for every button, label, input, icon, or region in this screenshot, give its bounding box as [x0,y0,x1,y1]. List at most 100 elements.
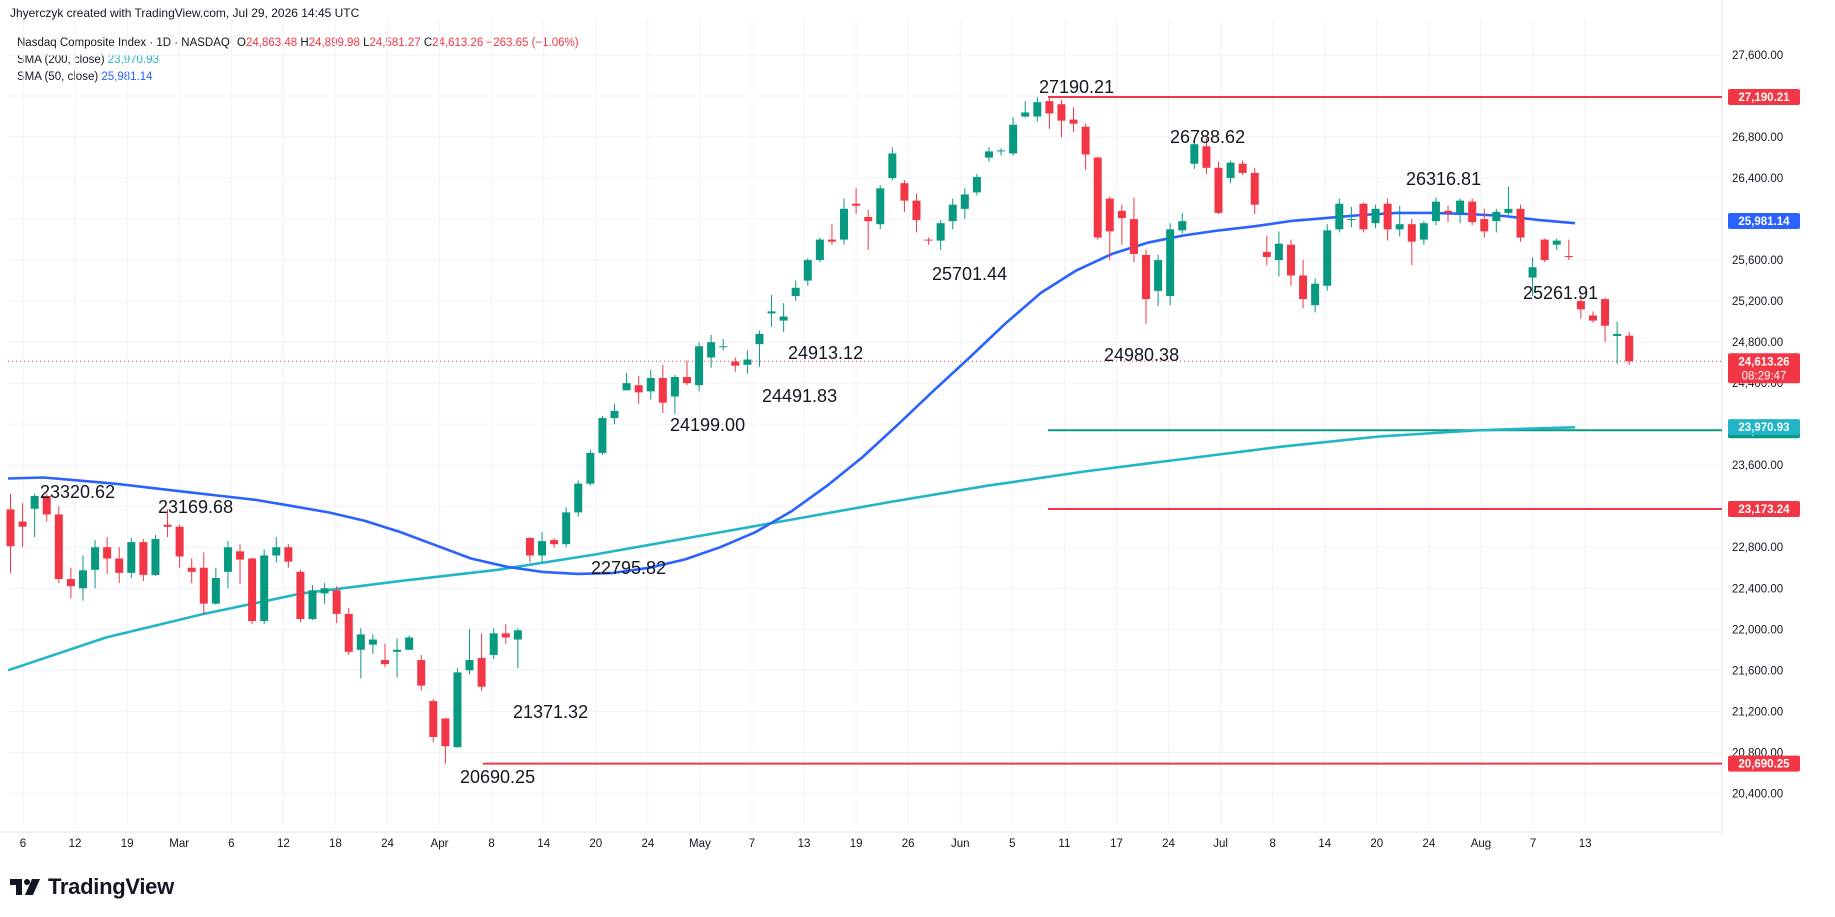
legend-h-label: H [300,37,309,49]
price-annotation: 25261.91 [1523,283,1598,303]
candle-body [103,547,112,559]
x-tick-label: Jul [1213,838,1228,850]
x-tick-label: 24 [641,838,654,850]
candle-body [1286,244,1295,276]
candle-body [852,203,861,206]
price-annotation: 24913.12 [788,343,863,363]
tradingview-brand[interactable]: TradingView [10,874,174,900]
candle-body [984,151,993,158]
candle-body [586,452,595,484]
legend-symbol-row[interactable]: Nasdaq Composite Index · 1D · NASDAQ O24… [17,35,579,52]
legend-sma50-label[interactable]: SMA (50, close) [17,71,99,83]
x-tick-label: 19 [850,838,863,850]
candle-body [755,333,764,345]
candle-body [550,540,559,545]
candle-body [1202,146,1211,168]
candle-body [501,633,510,638]
legend-o-label: O [237,37,246,49]
x-tick-label: 6 [228,838,234,850]
price-annotation: 23169.68 [158,497,233,517]
candle-body [803,260,812,281]
legend-sma200-row[interactable]: SMA (200, close) 23,970.93 [17,52,579,69]
candle-body [368,639,377,645]
price-annotation: 26316.81 [1406,169,1481,189]
candle-body [477,657,486,687]
chart-legend: Nasdaq Composite Index · 1D · NASDAQ O24… [17,35,579,86]
candle-body [840,208,849,240]
legend-change: −263.65 (−1.06%) [486,37,579,49]
y-tick-label: 27,600.00 [1732,50,1783,62]
y-tick-label: 24,800.00 [1732,337,1783,349]
x-tick-label: 14 [1318,838,1331,850]
candle-body [151,539,160,575]
candle-body [66,579,75,587]
candle-body [1105,198,1114,232]
candle-body [223,547,232,572]
candle-body [1492,211,1501,222]
candle-body [1371,208,1380,224]
x-tick-label: 13 [1579,838,1592,850]
x-tick-label: 24 [1162,838,1175,850]
candle-body [489,633,498,655]
candle-body [1117,210,1126,219]
candle-body [284,547,293,562]
candle-body [682,377,691,384]
level-price-badge-bg [1728,89,1800,106]
candle-body [827,239,836,242]
x-tick-label: Aug [1471,838,1491,850]
price-annotation: 23320.62 [40,482,115,502]
y-tick-label: 22,000.00 [1732,624,1783,636]
candle-body [598,418,607,453]
price-badge-bg [1728,353,1800,384]
x-tick-label: 11 [1058,838,1070,850]
x-tick-label: 8 [488,838,494,850]
legend-symbol[interactable]: Nasdaq Composite Index · 1D · NASDAQ [17,37,230,49]
chart-credit: Jhyerczyk created with TradingView.com, … [10,6,360,20]
price-badge-bg [1728,419,1800,436]
x-tick-label: 6 [20,838,26,850]
candle-body [1601,299,1610,326]
candle-body [658,378,667,403]
candle-body [308,590,317,620]
candle-body [1250,172,1259,205]
candle-body [1516,208,1525,238]
candle-body [139,542,148,575]
candle-body [997,150,1006,152]
price-badge-label: 25,981.14 [1738,216,1790,228]
price-annotation: 20690.25 [460,767,535,787]
price-annotation: 25701.44 [932,264,1007,284]
candle-body [562,512,571,545]
candle-body [272,547,281,556]
legend-l-label: L [363,37,370,49]
price-annotation: 21371.32 [513,702,588,722]
x-tick-label: 14 [537,838,550,850]
candle-body [1456,200,1465,213]
candle-body [1407,224,1416,242]
x-tick-label: 7 [1530,838,1536,850]
price-annotation: 26788.62 [1170,127,1245,147]
candle-body [1142,254,1151,300]
y-tick-label: 26,800.00 [1732,132,1783,144]
candle-body [1214,167,1223,213]
x-tick-label: 18 [329,838,342,850]
y-tick-label: 26,400.00 [1732,173,1783,185]
candle-body [1625,335,1634,362]
candle-body [211,578,220,604]
level-price-badge-bg [1728,755,1800,772]
tradingview-logo-icon [10,879,40,895]
legend-sma200-label[interactable]: SMA (200, close) [17,54,105,66]
candle-body [199,567,208,604]
level-price-badge-label: 20,690.25 [1738,759,1790,771]
price-badge-bg [1728,213,1800,230]
x-tick-label: May [689,838,711,850]
level-price-badge-label: 27,190.21 [1738,92,1790,104]
candle-body [356,634,365,650]
candle-body [1528,267,1537,278]
y-tick-label: 22,400.00 [1732,583,1783,595]
candle-body [707,342,716,358]
candle-body [1552,240,1561,245]
candle-body [538,541,547,556]
candle-body [296,571,305,620]
candle-body [610,410,619,419]
